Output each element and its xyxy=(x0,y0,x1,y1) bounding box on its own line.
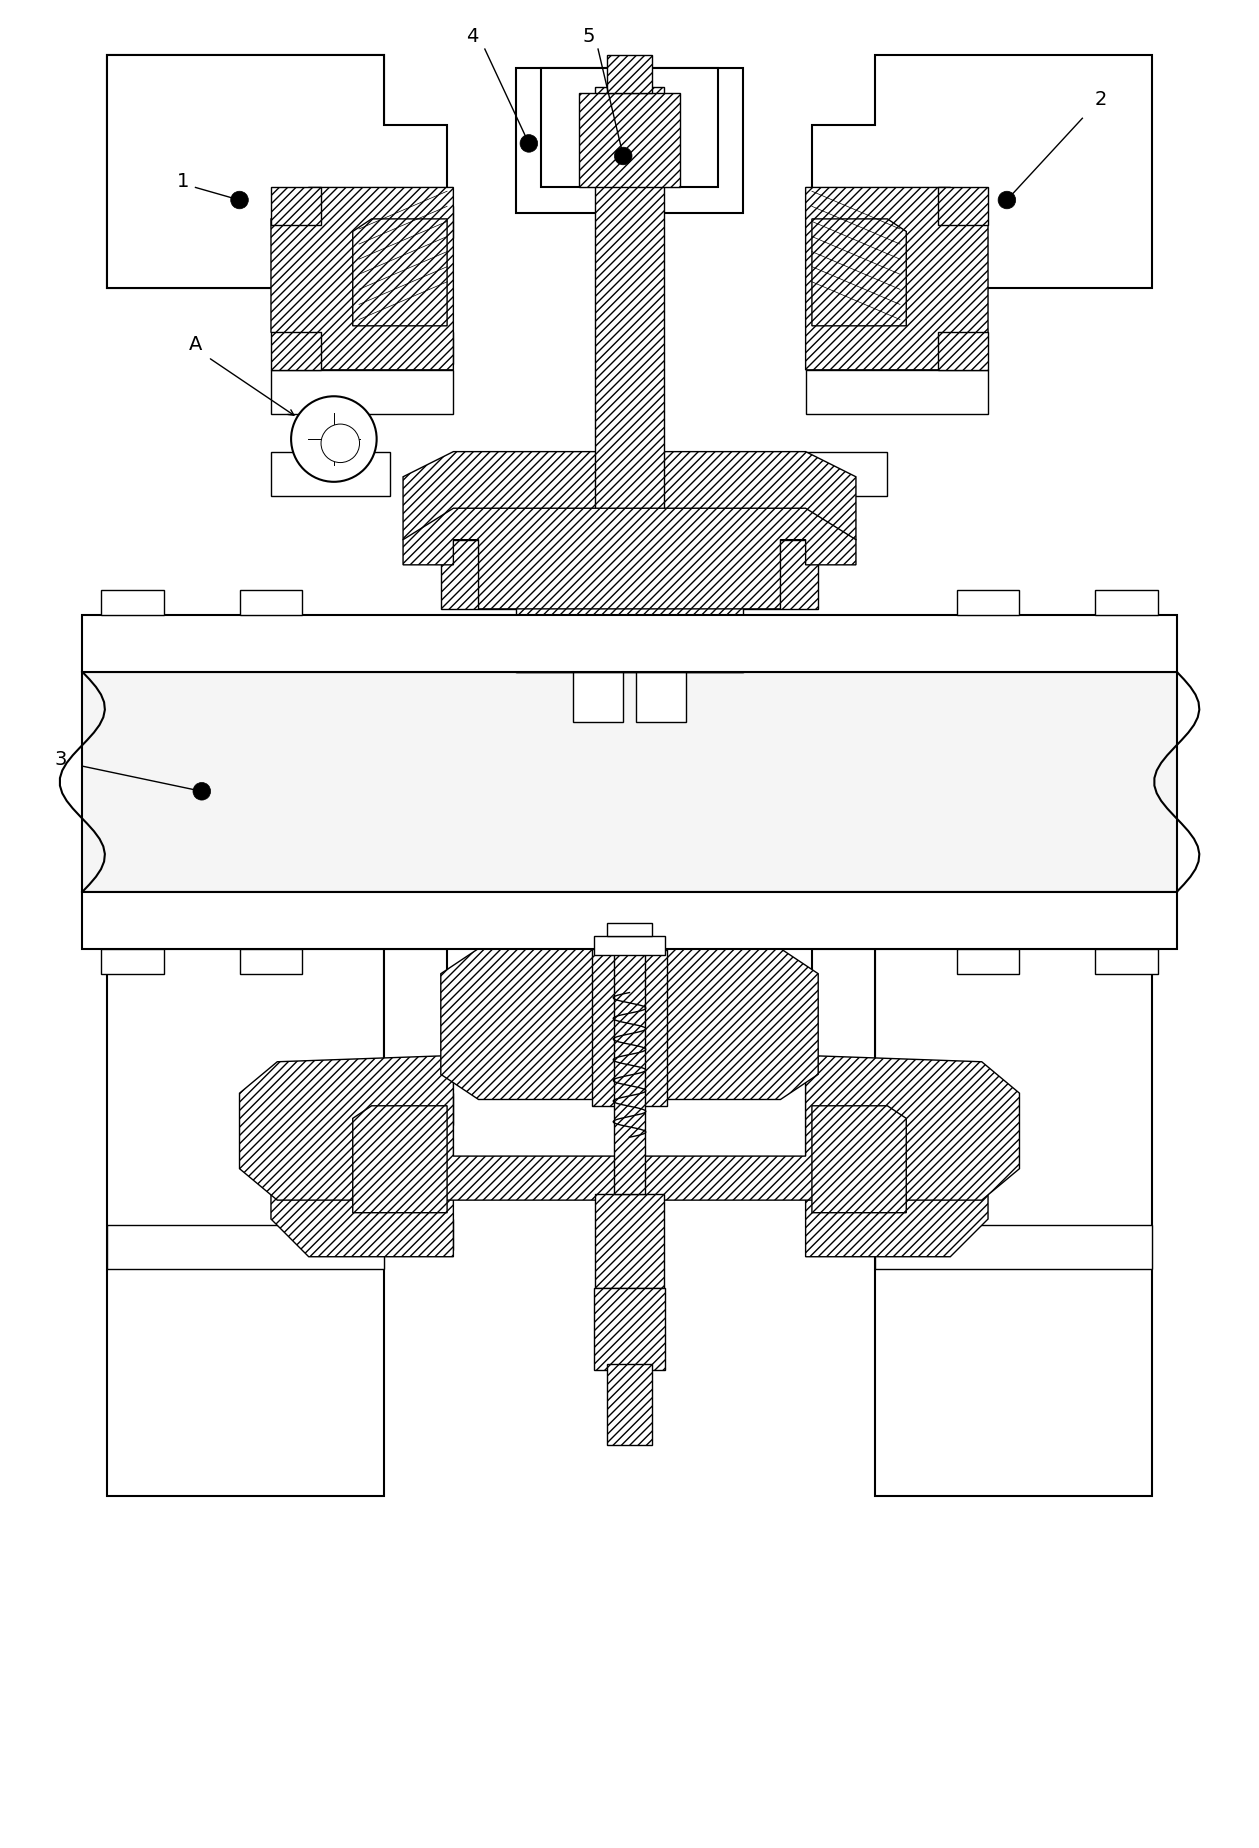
Bar xyxy=(573,673,623,723)
Bar xyxy=(812,948,875,1194)
Text: 1: 1 xyxy=(176,172,189,190)
Polygon shape xyxy=(806,187,988,370)
Bar xyxy=(938,187,988,225)
Bar xyxy=(596,87,663,565)
Bar xyxy=(592,948,667,1105)
Bar xyxy=(107,55,384,288)
Bar xyxy=(806,370,988,414)
Circle shape xyxy=(998,190,1016,209)
Bar xyxy=(371,333,453,364)
Bar xyxy=(271,370,453,414)
Bar xyxy=(636,673,686,723)
Bar xyxy=(516,68,743,213)
Bar xyxy=(806,1094,888,1125)
Polygon shape xyxy=(806,1074,988,1257)
Bar xyxy=(806,333,888,364)
Bar xyxy=(614,930,645,1194)
Text: 4: 4 xyxy=(466,28,478,46)
Circle shape xyxy=(230,190,248,209)
Polygon shape xyxy=(403,508,856,608)
Text: 3: 3 xyxy=(54,750,67,769)
Polygon shape xyxy=(107,55,447,288)
Bar xyxy=(107,948,384,1495)
Bar xyxy=(271,333,321,370)
Bar xyxy=(239,590,302,615)
Text: 5: 5 xyxy=(583,28,596,46)
Bar xyxy=(1095,948,1158,974)
Bar xyxy=(594,935,665,955)
Polygon shape xyxy=(82,673,1177,893)
Bar xyxy=(516,584,743,673)
Bar xyxy=(271,187,321,225)
Bar xyxy=(371,1220,453,1251)
Bar xyxy=(806,207,888,238)
Text: A: A xyxy=(189,334,203,355)
Bar xyxy=(82,615,1177,673)
Polygon shape xyxy=(353,1105,447,1212)
Polygon shape xyxy=(271,187,453,370)
Bar xyxy=(768,451,888,495)
Bar xyxy=(579,92,680,187)
Circle shape xyxy=(614,148,632,164)
Bar xyxy=(441,540,818,608)
Bar xyxy=(371,1094,453,1125)
Bar xyxy=(875,1225,1152,1270)
Circle shape xyxy=(321,423,360,462)
Bar xyxy=(607,55,652,92)
Circle shape xyxy=(193,782,210,800)
Bar xyxy=(384,948,447,1194)
Polygon shape xyxy=(353,218,447,325)
Polygon shape xyxy=(271,1074,453,1257)
Bar xyxy=(875,948,1152,1495)
Bar xyxy=(607,924,652,935)
Polygon shape xyxy=(239,1055,1020,1199)
Circle shape xyxy=(291,395,376,482)
Bar xyxy=(101,590,164,615)
Bar xyxy=(1095,590,1158,615)
Bar xyxy=(271,451,390,495)
Polygon shape xyxy=(441,948,818,1100)
Bar xyxy=(607,1364,652,1445)
Bar xyxy=(596,1194,663,1288)
Bar xyxy=(107,1225,384,1270)
Bar xyxy=(957,948,1020,974)
Polygon shape xyxy=(812,218,906,325)
Bar xyxy=(938,333,988,370)
Bar xyxy=(101,948,164,974)
Polygon shape xyxy=(812,55,1152,288)
Polygon shape xyxy=(812,1105,906,1212)
Bar xyxy=(371,207,453,238)
Text: 2: 2 xyxy=(1095,91,1108,109)
Bar xyxy=(594,1288,665,1369)
Bar xyxy=(82,893,1177,948)
Bar xyxy=(957,590,1020,615)
Circle shape xyxy=(520,135,538,152)
Polygon shape xyxy=(403,451,856,565)
Bar xyxy=(541,68,718,187)
Bar xyxy=(806,1220,888,1251)
Bar xyxy=(239,948,302,974)
